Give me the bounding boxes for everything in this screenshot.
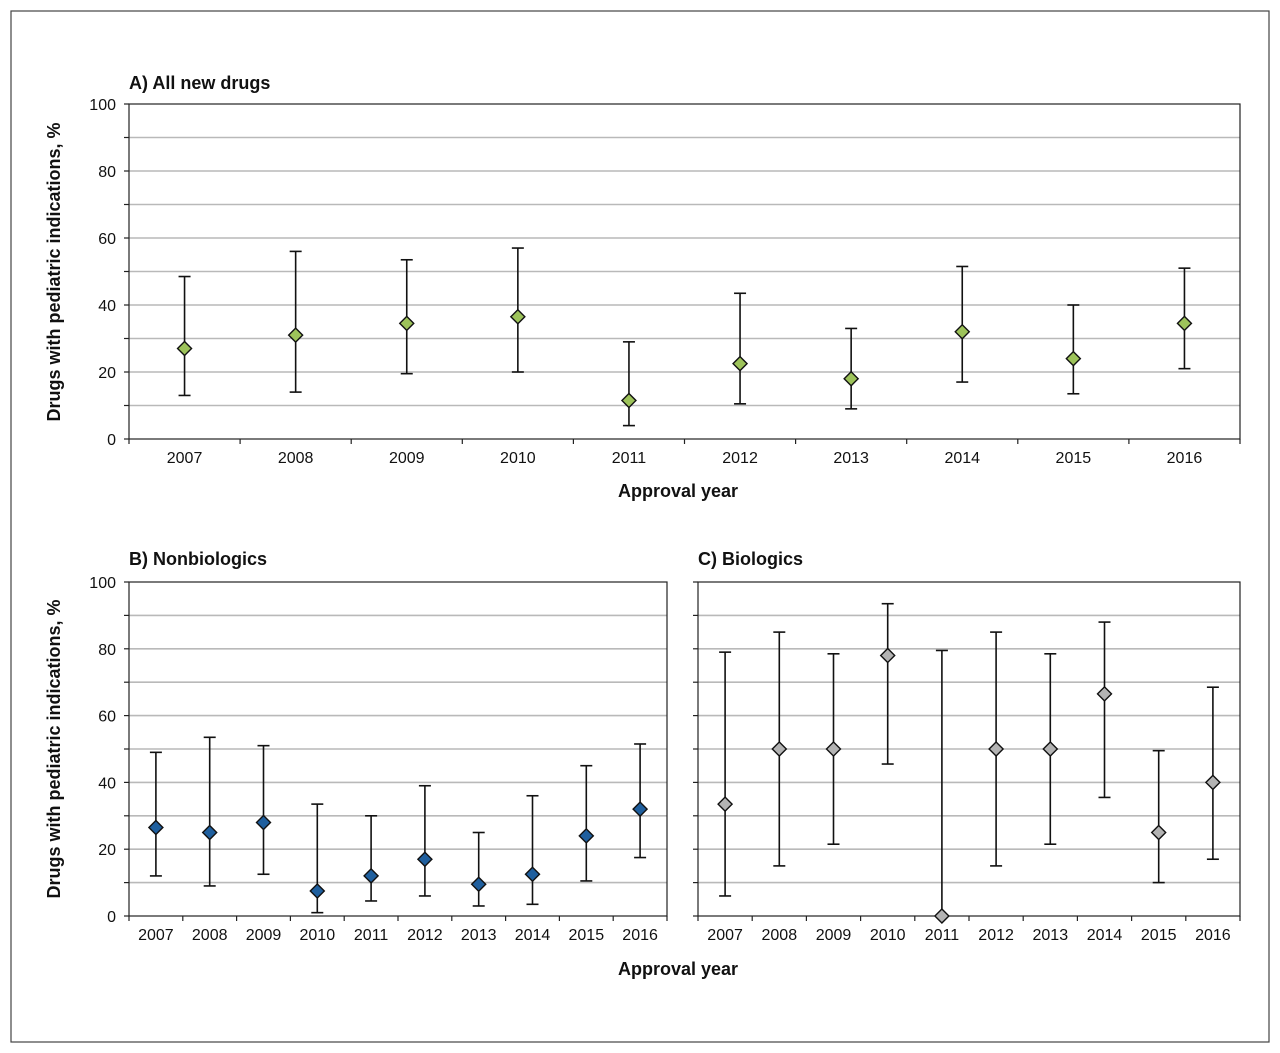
x-tick-label: 2011 — [354, 927, 389, 944]
panel-c-biologics: C) Biologics 2007 2008 2009 2010 2011 2012 201… — [693, 549, 1241, 944]
data-point — [1042, 741, 1059, 757]
x-tick-label: 2011 — [612, 450, 647, 467]
y-tick-label: 20 — [98, 365, 116, 382]
data-point — [287, 327, 304, 344]
data-point — [147, 819, 164, 836]
x-tick-label: 2010 — [500, 450, 536, 467]
data-point — [988, 741, 1005, 757]
data-point — [732, 355, 749, 372]
panel-c-title: C) Biologics — [698, 549, 803, 569]
panel-c-plot-area: 2007 2008 2009 2010 2011 2012 2013 2014 2015 2016 — [693, 581, 1241, 944]
data-point — [524, 866, 541, 883]
data-point — [470, 876, 487, 893]
data-point — [509, 308, 526, 325]
panel-b-plot-area: 0 20 40 60 80 100 2007 2008 2009 2010 2011 2012 2013… — [89, 575, 668, 944]
data-point — [201, 824, 218, 841]
y-tick-label: 0 — [107, 909, 116, 926]
x-tick-label: 2016 — [1195, 927, 1231, 944]
x-tick-label: 2007 — [138, 927, 174, 944]
data-point — [309, 882, 326, 899]
data-point — [825, 741, 842, 757]
x-tick-label: 2008 — [192, 927, 228, 944]
data-point — [620, 392, 637, 409]
panel-a-title: A) All new drugs — [129, 73, 270, 93]
x-tick-label: 2014 — [515, 927, 551, 944]
data-point — [1204, 774, 1221, 791]
x-tick-label: 2007 — [167, 450, 203, 467]
data-point — [933, 908, 950, 924]
x-tick-label: 2013 — [1033, 927, 1069, 944]
y-tick-label: 0 — [107, 432, 116, 449]
x-tick-label: 2009 — [246, 927, 282, 944]
data-point — [717, 796, 734, 813]
x-tick-label: 2016 — [1167, 450, 1203, 467]
x-tick-label: 2008 — [762, 927, 798, 944]
panel-b-nonbiologics: B) Nonbiologics Drugs with pediatric ind… — [44, 549, 668, 944]
x-tick-label: 2007 — [707, 927, 743, 944]
y-tick-label: 20 — [98, 842, 116, 859]
data-point — [1065, 350, 1082, 367]
panel-b-y-axis-title: Drugs with pediatric indications, % — [44, 599, 64, 898]
x-tick-label: 2012 — [978, 927, 1014, 944]
data-point — [255, 814, 272, 831]
y-tick-label: 40 — [98, 298, 116, 315]
data-point — [578, 827, 595, 844]
x-tick-label: 2014 — [944, 450, 980, 467]
panel-a-all-new-drugs: A) All new drugs Drugs with pediatric in… — [44, 73, 1241, 501]
panel-a-x-axis-title: Approval year — [618, 481, 738, 501]
y-tick-label: 60 — [98, 709, 116, 726]
x-tick-label: 2010 — [870, 927, 906, 944]
data-point — [843, 370, 860, 387]
data-point — [416, 851, 433, 868]
x-tick-label: 2014 — [1087, 927, 1123, 944]
y-tick-label: 40 — [98, 775, 116, 792]
data-point — [954, 323, 971, 340]
x-tick-label: 2012 — [407, 927, 443, 944]
bottom-x-axis-title: Approval year — [618, 959, 738, 979]
x-tick-label: 2016 — [622, 927, 658, 944]
data-point — [398, 315, 415, 332]
y-tick-label: 100 — [89, 575, 116, 592]
x-tick-label: 2008 — [278, 450, 314, 467]
figure-frame — [10, 10, 1270, 1043]
x-tick-label: 2015 — [1056, 450, 1092, 467]
y-tick-label: 80 — [98, 164, 116, 181]
data-point — [1096, 685, 1113, 702]
data-point — [363, 867, 380, 884]
data-point — [771, 741, 788, 757]
data-point — [1150, 824, 1167, 841]
panel-b-title: B) Nonbiologics — [129, 549, 267, 569]
panel-a-plot-area: 0 20 40 60 80 100 2007 2008 2009 2010 2011 2012 2013… — [89, 97, 1241, 467]
x-tick-label: 2009 — [389, 450, 425, 467]
x-tick-label: 2015 — [1141, 927, 1177, 944]
y-tick-label: 80 — [98, 642, 116, 659]
x-tick-label: 2012 — [722, 450, 758, 467]
x-tick-label: 2013 — [461, 927, 497, 944]
y-tick-label: 60 — [98, 231, 116, 248]
x-tick-label: 2013 — [833, 450, 869, 467]
x-tick-label: 2010 — [300, 927, 336, 944]
data-point — [1176, 315, 1193, 332]
x-tick-label: 2011 — [925, 927, 960, 944]
panel-a-y-axis-title: Drugs with pediatric indications, % — [44, 122, 64, 421]
x-tick-label: 2015 — [569, 927, 605, 944]
data-point — [176, 340, 193, 357]
data-point — [879, 647, 896, 664]
x-tick-label: 2009 — [816, 927, 852, 944]
y-tick-label: 100 — [89, 97, 116, 114]
data-point — [632, 801, 649, 818]
